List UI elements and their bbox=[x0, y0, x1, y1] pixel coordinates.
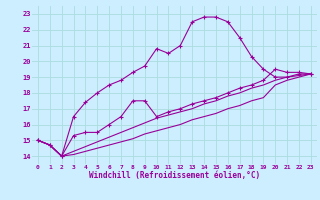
X-axis label: Windchill (Refroidissement éolien,°C): Windchill (Refroidissement éolien,°C) bbox=[89, 171, 260, 180]
